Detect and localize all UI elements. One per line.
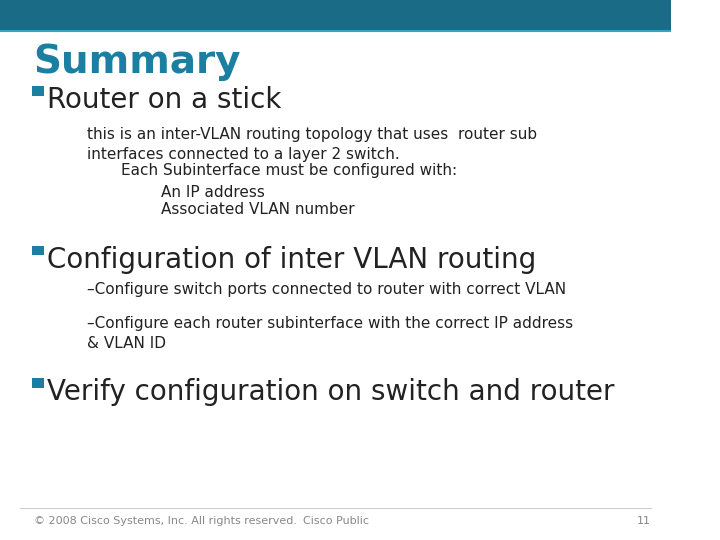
Text: –Configure each router subinterface with the correct IP address
& VLAN ID: –Configure each router subinterface with… bbox=[87, 316, 573, 350]
Text: this is an inter-VLAN routing topology that uses  router sub
interfaces connecte: this is an inter-VLAN routing topology t… bbox=[87, 127, 537, 161]
FancyBboxPatch shape bbox=[0, 0, 672, 30]
Bar bbox=[32, 378, 45, 388]
Bar bbox=[32, 86, 45, 96]
Bar bbox=[32, 246, 45, 255]
Text: Associated VLAN number: Associated VLAN number bbox=[161, 202, 355, 218]
Text: Verify configuration on switch and router: Verify configuration on switch and route… bbox=[47, 378, 614, 406]
Text: Configuration of inter VLAN routing: Configuration of inter VLAN routing bbox=[47, 246, 536, 274]
Text: An IP address: An IP address bbox=[161, 185, 265, 200]
Text: 11: 11 bbox=[637, 516, 652, 526]
Text: © 2008 Cisco Systems, Inc. All rights reserved.: © 2008 Cisco Systems, Inc. All rights re… bbox=[34, 516, 297, 526]
Text: Summary: Summary bbox=[34, 43, 241, 81]
Text: Router on a stick: Router on a stick bbox=[47, 86, 282, 114]
Text: Each Subinterface must be configured with:: Each Subinterface must be configured wit… bbox=[121, 163, 457, 178]
Text: –Configure switch ports connected to router with correct VLAN: –Configure switch ports connected to rou… bbox=[87, 282, 567, 297]
Text: Cisco Public: Cisco Public bbox=[302, 516, 369, 526]
